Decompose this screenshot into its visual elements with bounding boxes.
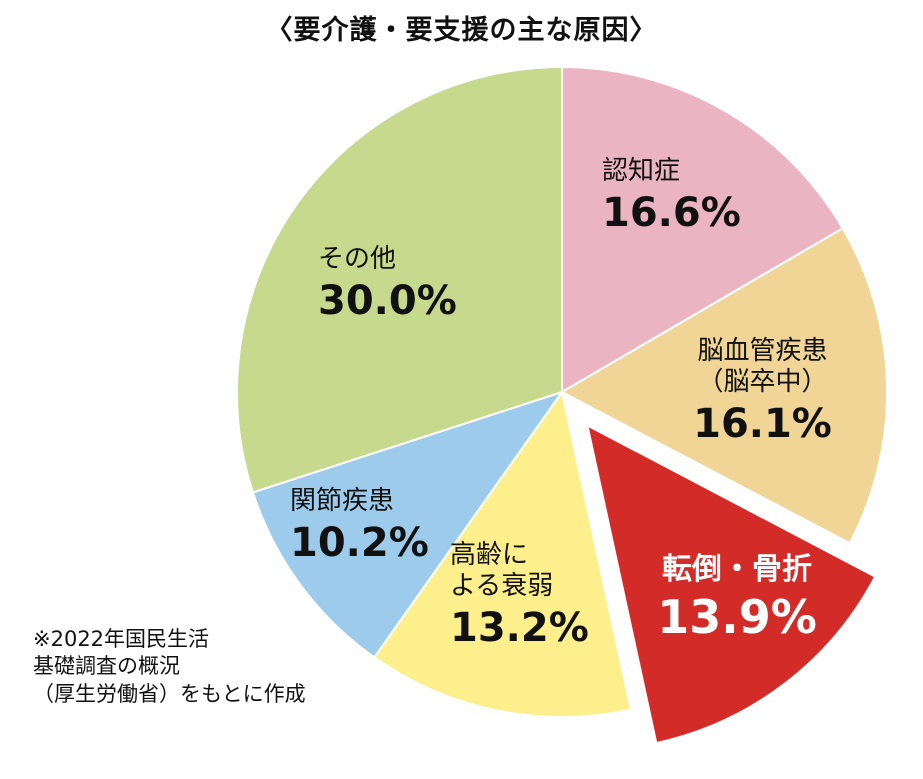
slice-percent: 16.1% — [693, 401, 832, 448]
slice-percent: 10.2% — [290, 520, 429, 567]
pie-slice-2 — [585, 423, 877, 745]
source-note: ※2022年国民生活 基礎調査の概況 （厚生労働省）をもとに作成 — [33, 627, 306, 706]
slice-name: 認知症 — [602, 156, 681, 186]
slice-label-falls-fractures: 転倒・骨折 13.9% — [632, 552, 842, 645]
slice-name: 転倒・骨折 — [662, 552, 812, 587]
slice-name: その他 — [318, 244, 397, 274]
slice-name: 関節疾患 — [290, 486, 395, 516]
slice-label-joint-disease: 関節疾患 10.2% — [290, 486, 429, 567]
slice-percent: 16.6% — [602, 190, 741, 237]
pie-slice-1 — [559, 226, 888, 545]
pie-slice-3 — [372, 389, 633, 718]
slice-label-frailty: 高齢に よる衰弱 13.2% — [450, 540, 589, 652]
pie-slice-4 — [251, 390, 565, 659]
pie-slice-5 — [236, 65, 563, 494]
slice-name: 脳血管疾患 （脳卒中） — [697, 336, 828, 398]
pie-slice-0 — [561, 65, 845, 394]
slice-percent: 13.2% — [450, 605, 589, 652]
chart-title: 〈要介護・要支援の主な原因〉 — [265, 15, 658, 46]
slice-percent: 30.0% — [318, 278, 457, 325]
slice-percent: 13.9% — [657, 590, 817, 644]
slice-label-cerebrovascular: 脳血管疾患 （脳卒中） 16.1% — [670, 336, 855, 448]
slice-name: 高齢に よる衰弱 — [450, 540, 554, 602]
slice-label-dementia: 認知症 16.6% — [602, 156, 741, 237]
slice-label-other: その他 30.0% — [318, 244, 457, 325]
